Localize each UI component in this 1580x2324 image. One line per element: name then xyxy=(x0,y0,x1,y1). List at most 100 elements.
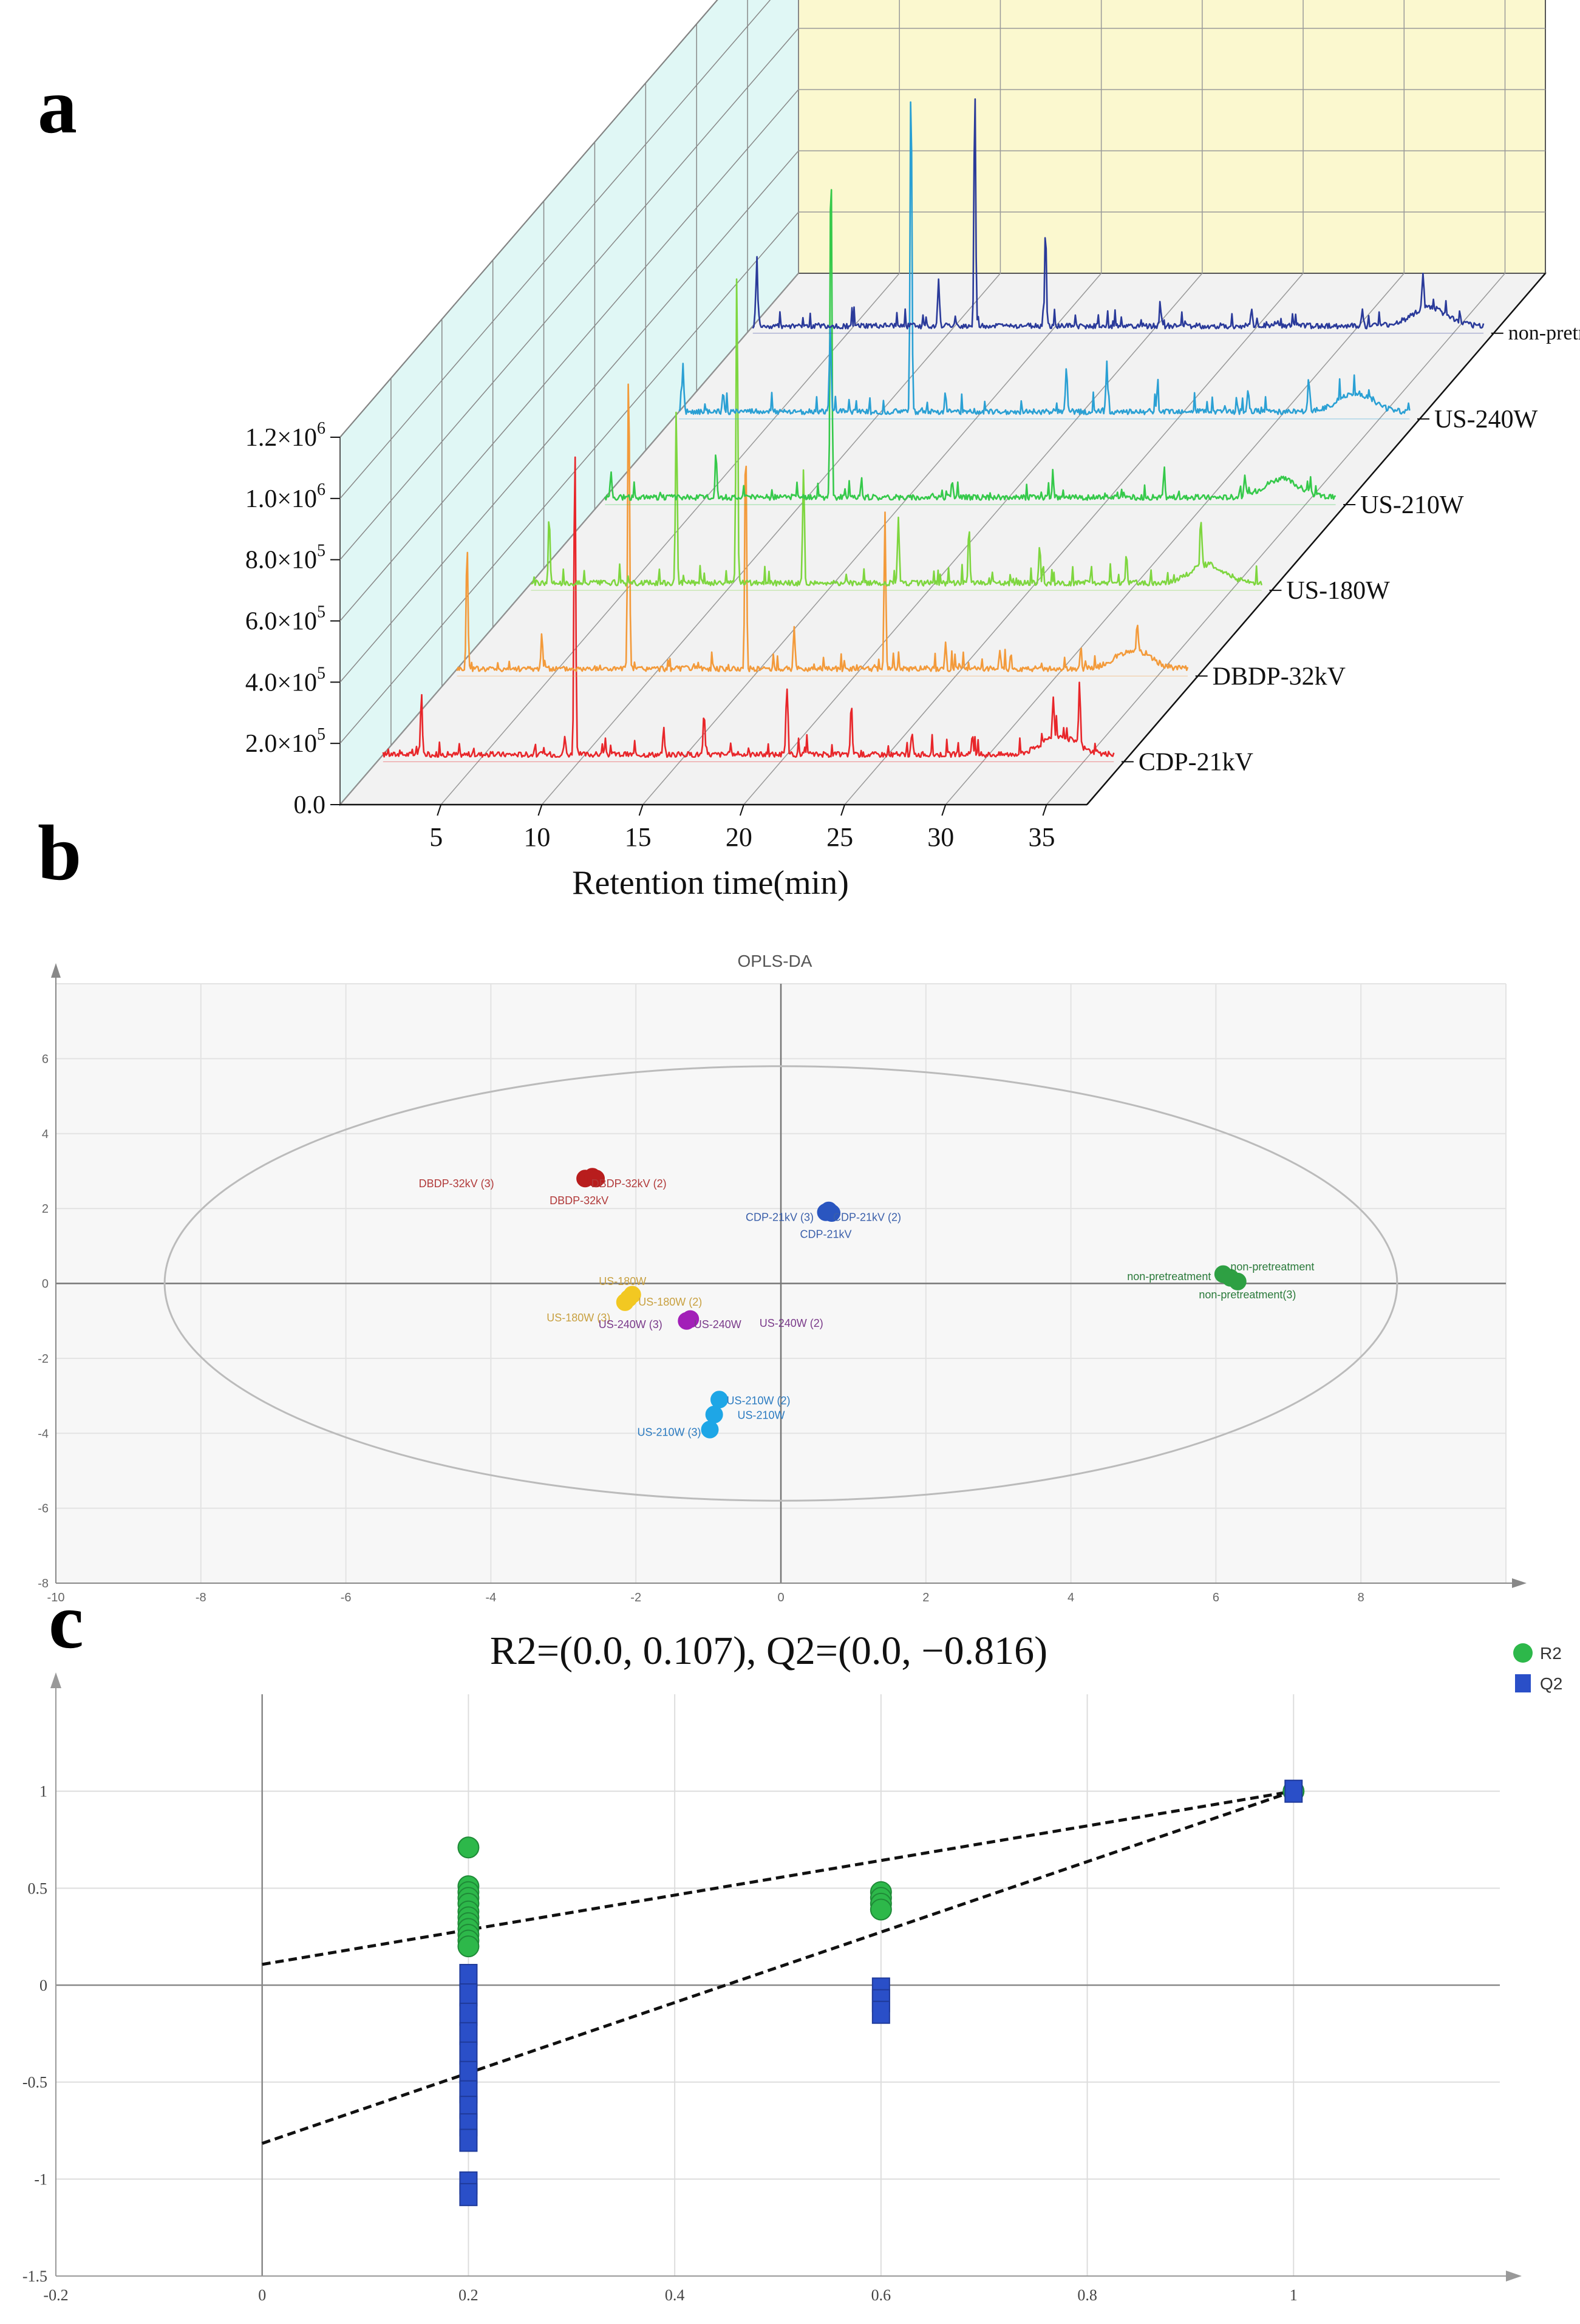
point-label: US-240W (3) xyxy=(599,1318,662,1331)
y-axis-arrow xyxy=(50,1672,61,1688)
point-label: CDP-21kV (2) xyxy=(833,1211,901,1223)
x-axis-arrow xyxy=(1506,2271,1522,2281)
floor-gridline xyxy=(1046,273,1506,805)
y-tick-label: 6 xyxy=(42,1052,49,1066)
x-tick-label: -4 xyxy=(486,1591,497,1604)
legend-label: R2 xyxy=(1540,1644,1562,1663)
point-US-210W xyxy=(701,1420,719,1439)
point-R2 xyxy=(457,1836,480,1859)
series-label: US-180W xyxy=(1286,577,1390,605)
floor-gridline xyxy=(541,273,1001,805)
panel-label-c: c xyxy=(49,1578,84,1665)
series-line-US-240W xyxy=(678,101,1411,415)
y-tick-label: 4.0×105 xyxy=(245,664,325,697)
point-Q2 xyxy=(459,2183,478,2206)
point-label: DBDP-32kV xyxy=(550,1194,608,1207)
x-tick-label: 0 xyxy=(777,1591,784,1604)
x-tick-label: -10 xyxy=(47,1591,65,1604)
wall-gridline xyxy=(339,89,799,621)
y-tick-label: 2.0×105 xyxy=(245,725,325,758)
point-Q2 xyxy=(459,2002,478,2026)
y-tick-base: 8.0×10 xyxy=(245,547,317,574)
point-label: US-240W xyxy=(694,1318,741,1331)
x-tick-label: 15 xyxy=(625,822,652,852)
point-label: US-210W (2) xyxy=(727,1395,791,1407)
point-label: DBDP-32kV (2) xyxy=(591,1177,667,1190)
y-tick-label: -1.5 xyxy=(22,2268,47,2285)
floor-gridline xyxy=(945,273,1405,805)
x-tick-label: 20 xyxy=(726,822,752,852)
wall-gridline xyxy=(339,0,771,499)
x-tick-label: 0.8 xyxy=(1077,2286,1097,2304)
x-tick xyxy=(941,804,947,816)
point-label: CDP-21kV (3) xyxy=(746,1211,814,1223)
x-tick-label: 8 xyxy=(1358,1591,1364,1604)
series-line-US-210W xyxy=(604,189,1337,501)
y-tick-exponent: 6 xyxy=(317,419,325,438)
wall-gridline xyxy=(339,28,799,561)
chromatogram-3d-chart: 0.02.0×1054.0×1056.0×1058.0×1051.0×1061.… xyxy=(245,0,1580,902)
x-tick-label: -0.2 xyxy=(43,2286,68,2304)
floor-gridline xyxy=(743,273,1203,805)
y-tick-label: 0 xyxy=(42,1278,49,1291)
x-axis-arrow xyxy=(1512,1578,1527,1588)
point-label: US-180W (3) xyxy=(547,1312,610,1324)
point-R2 xyxy=(457,1935,480,1958)
series-line-US-180W xyxy=(531,278,1263,587)
x-tick-label: 25 xyxy=(826,822,853,852)
y-tick-label: -8 xyxy=(38,1577,49,1590)
point-CDP-21kV xyxy=(823,1204,841,1222)
wall-gridline xyxy=(339,0,718,438)
point-US-240W xyxy=(681,1310,700,1328)
y-axis-arrow xyxy=(51,963,61,978)
point-label: US-180W (2) xyxy=(638,1296,702,1308)
point-Q2 xyxy=(459,1983,478,2006)
x-tick-label: 0 xyxy=(258,2286,266,2304)
point-label: DBDP-32kV (3) xyxy=(419,1177,494,1190)
x-tick-label: 4 xyxy=(1068,1591,1074,1604)
point-Q2 xyxy=(459,2022,478,2045)
depth-axis-line xyxy=(1086,273,1546,805)
y-tick-label: -6 xyxy=(38,1502,49,1516)
x-tick-label: 5 xyxy=(429,822,443,852)
floor-gridline xyxy=(642,273,1102,805)
y-tick-base: 2.0×10 xyxy=(245,730,317,758)
x-tick-label: 30 xyxy=(927,822,954,852)
point-label: non-pretreatment(3) xyxy=(1199,1289,1296,1301)
point-Q2 xyxy=(459,2128,478,2152)
point-DBDP-32kV xyxy=(587,1170,605,1188)
x-tick xyxy=(1042,804,1047,816)
y-tick-label: -0.5 xyxy=(22,2074,47,2091)
x-tick-label: 6 xyxy=(1213,1591,1219,1604)
series-label: US-240W xyxy=(1434,406,1538,434)
x-tick-label: 35 xyxy=(1029,822,1055,852)
x-tick-label: 10 xyxy=(523,822,550,852)
floor-gridline xyxy=(844,273,1304,805)
x-tick xyxy=(739,804,744,816)
point-Q2 xyxy=(459,2060,478,2084)
panel-label-b: b xyxy=(38,809,82,897)
y-tick-base: 6.0×10 xyxy=(245,608,317,636)
regression-line-R2 xyxy=(262,1790,1294,1966)
y-tick-label: 0.5 xyxy=(28,1879,48,1897)
y-tick-label: 8.0×105 xyxy=(245,542,325,574)
series-line-DBDP-32kV xyxy=(456,383,1189,672)
x-tick-label: -2 xyxy=(630,1591,641,1604)
x-tick-label: -8 xyxy=(196,1591,206,1604)
point-US-210W xyxy=(705,1405,723,1423)
y-tick-exponent: 5 xyxy=(317,725,325,744)
point-Q2 xyxy=(1284,1779,1303,1803)
x-tick xyxy=(537,804,543,816)
x-axis-label: Retention time(min) xyxy=(572,864,849,902)
point-non-pretreatment xyxy=(1228,1272,1247,1290)
x-tick-label: 0.6 xyxy=(871,2286,891,2304)
y-tick-exponent: 6 xyxy=(317,480,325,499)
y-tick-base: 1.2×10 xyxy=(245,424,317,452)
point-R2 xyxy=(870,1898,892,1921)
series-line-CDP-21kV xyxy=(382,456,1115,758)
x-tick-label: 1 xyxy=(1290,2286,1298,2304)
point-Q2 xyxy=(871,2000,890,2024)
point-label: non-pretreatment xyxy=(1127,1270,1211,1283)
point-US-180W xyxy=(616,1293,634,1311)
